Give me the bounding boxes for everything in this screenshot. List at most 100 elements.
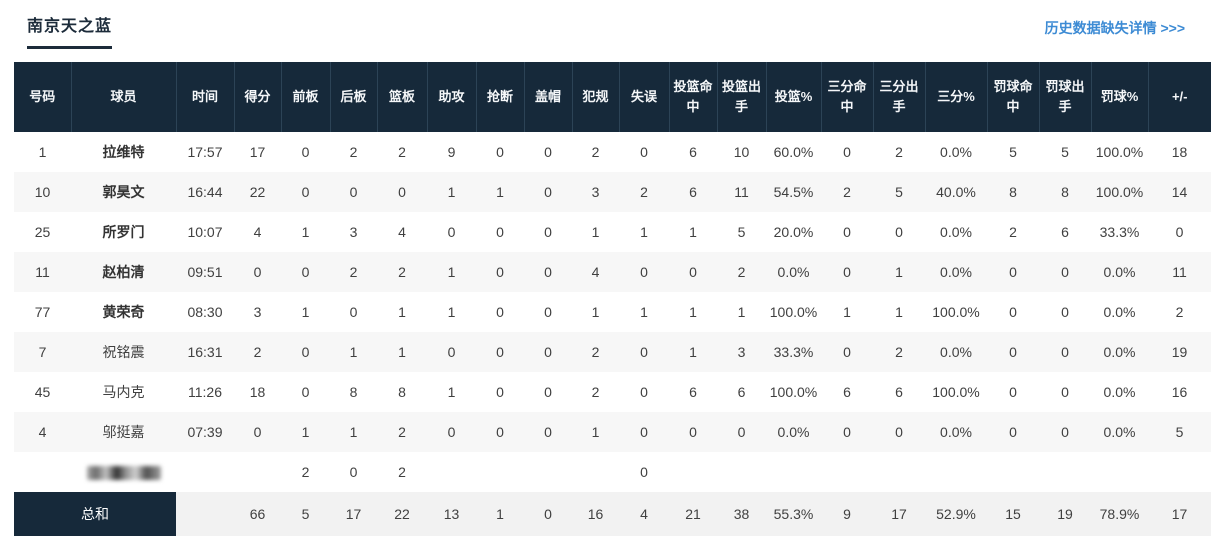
stat-cell — [766, 452, 821, 492]
total-stat-cell: 38 — [717, 492, 766, 536]
stat-cell: 0 — [234, 412, 281, 452]
total-stat-cell: 4 — [619, 492, 669, 536]
total-stat-cell: 15 — [987, 492, 1039, 536]
stat-cell — [1039, 452, 1091, 492]
stat-cell: 0 — [987, 412, 1039, 452]
stat-cell: 6 — [669, 172, 717, 212]
column-header: 盖帽 — [524, 62, 573, 132]
stat-cell: 1 — [669, 212, 717, 252]
stat-cell: 0 — [987, 292, 1039, 332]
total-stat-cell: 17 — [1148, 492, 1211, 536]
stat-cell: 2 — [330, 252, 377, 292]
stat-cell: 0 — [619, 372, 669, 412]
player-name: 祝铭震 — [71, 332, 176, 372]
stat-cell: 6 — [1039, 212, 1091, 252]
stat-cell: 1 — [330, 412, 377, 452]
column-header: 时间 — [176, 62, 235, 132]
stat-cell: 4 — [234, 212, 281, 252]
player-name: 邬挺嘉 — [71, 412, 176, 452]
header-row: 号码 球员 时间 得分 前板 后板 篮板 助攻 抢断 盖帽 犯规 失误 投篮命中 投篮出手 投篮% 三分命中三… — [14, 62, 1211, 132]
total-label: 总和 — [14, 492, 176, 536]
column-header: 三分命中 — [821, 62, 874, 132]
player-row: 45 马内克 11:26 18 0 8 8 1 0 0 2 0 6 6 100.0% 6 6 100.0% 0 0 0.… — [14, 372, 1211, 412]
table-body: 1 拉维特 17:57 17 0 2 2 9 0 0 2 0 6 10 60.0% 0 2 0.0% 5 5 100.0… — [14, 132, 1211, 536]
stat-cell: 5 — [717, 212, 766, 252]
stat-cell: 0 — [281, 172, 330, 212]
column-header: +/- — [1148, 62, 1211, 132]
column-header: 前板 — [281, 62, 331, 132]
stat-cell: 0 — [476, 332, 524, 372]
total-stat-cell: 1 — [476, 492, 524, 536]
stat-cell: 1 — [377, 292, 427, 332]
stat-cell — [987, 452, 1039, 492]
column-header: 得分 — [234, 62, 282, 132]
player-name: 拉维特 — [71, 132, 176, 172]
column-header: 后板 — [330, 62, 378, 132]
stat-cell: 54.5% — [766, 172, 821, 212]
stat-cell: 0 — [281, 332, 330, 372]
stat-cell: 1 — [821, 292, 873, 332]
stat-cell: 100.0% — [766, 372, 821, 412]
stat-cell: 0 — [619, 252, 669, 292]
stat-cell: 5 — [873, 172, 925, 212]
stat-cell: 8 — [1039, 172, 1091, 212]
column-header: 三分% — [925, 62, 988, 132]
stat-cell: 0 — [524, 332, 572, 372]
stat-cell: 0 — [524, 252, 572, 292]
stat-cell: 0 — [476, 132, 524, 172]
stat-cell: 0 — [427, 412, 476, 452]
stat-cell: 0 — [619, 452, 669, 492]
stat-cell: 33.3% — [766, 332, 821, 372]
stat-cell: 18 — [1148, 132, 1211, 172]
column-header: 球员 — [71, 62, 177, 132]
stat-cell — [524, 452, 572, 492]
stat-cell: 0 — [281, 132, 330, 172]
stat-cell: 2 — [234, 332, 281, 372]
stat-cell: 0 — [330, 172, 377, 212]
stat-cell: 0 — [821, 332, 873, 372]
stat-cell: 2 — [987, 212, 1039, 252]
stat-cell: 1 — [377, 332, 427, 372]
stat-cell: 100.0% — [1091, 132, 1148, 172]
column-header: 投篮出手 — [717, 62, 767, 132]
stat-cell: 0 — [476, 292, 524, 332]
player-row: 25 所罗门 10:07 4 1 3 4 0 0 0 1 1 1 5 20.0% 0 0 0.0% 2 6 33.3% 0 — [14, 212, 1211, 252]
stat-cell: 1 — [669, 332, 717, 372]
stat-cell: 2 — [821, 172, 873, 212]
stat-cell: 2 — [377, 252, 427, 292]
stat-cell — [873, 452, 925, 492]
stat-cell: 1 — [281, 412, 330, 452]
stat-cell: 60.0% — [766, 132, 821, 172]
stat-cell: 09:51 — [176, 252, 234, 292]
stat-cell: 0 — [476, 252, 524, 292]
stat-cell: 0 — [821, 132, 873, 172]
stat-cell: 14 — [1148, 172, 1211, 212]
stat-cell: 6 — [669, 132, 717, 172]
stat-cell: 1 — [427, 172, 476, 212]
total-stat-cell: 17 — [330, 492, 377, 536]
stat-cell — [1148, 452, 1211, 492]
redacted-player-name — [86, 466, 161, 481]
column-header: 犯规 — [572, 62, 620, 132]
stat-cell: 0 — [1039, 252, 1091, 292]
total-stat-cell — [176, 492, 234, 536]
stat-cell: 0 — [1148, 212, 1211, 252]
stat-cell: 2 — [572, 332, 619, 372]
history-missing-data-link[interactable]: 历史数据缺失详情 >>> — [1044, 20, 1185, 36]
stat-cell: 18 — [234, 372, 281, 412]
stat-cell — [427, 452, 476, 492]
stat-cell: 0.0% — [1091, 332, 1148, 372]
stat-cell: 1 — [281, 212, 330, 252]
stat-cell: 11 — [1148, 252, 1211, 292]
stat-cell: 0 — [330, 292, 377, 332]
player-name: 郭昊文 — [71, 172, 176, 212]
stat-cell: 0 — [234, 252, 281, 292]
column-header: 罚球命中 — [987, 62, 1040, 132]
column-header: 号码 — [14, 62, 72, 132]
stat-cell: 2 — [1148, 292, 1211, 332]
stat-cell: 0 — [821, 252, 873, 292]
stat-cell: 2 — [377, 412, 427, 452]
stat-cell: 1 — [281, 292, 330, 332]
